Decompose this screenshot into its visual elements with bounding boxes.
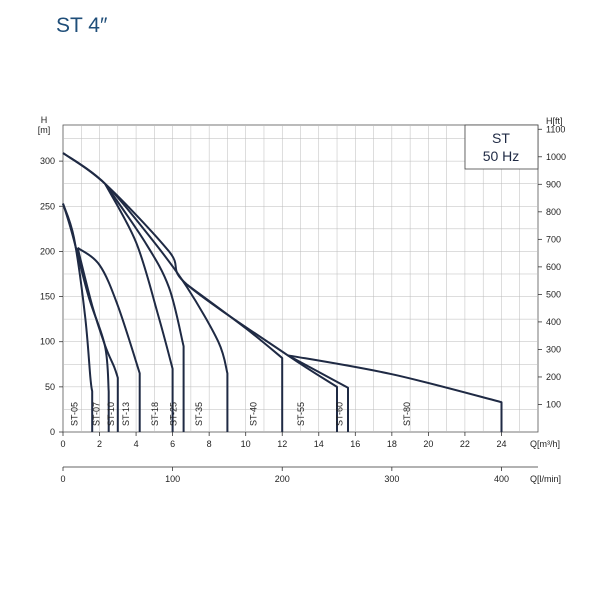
y2-tick-label: 500 — [546, 289, 561, 299]
x-tick-label: 6 — [170, 439, 175, 449]
x-tick-label: 0 — [60, 439, 65, 449]
y-tick-label: 300 — [40, 156, 55, 166]
curve-st-10 — [76, 247, 119, 432]
curve-label-st-10: ST-10 — [106, 402, 116, 426]
y2-tick-label: 200 — [546, 372, 561, 382]
page-title: ST 4″ — [56, 14, 108, 37]
y-tick-label: 150 — [40, 292, 55, 302]
y-tick-label: 50 — [45, 382, 55, 392]
y2-tick-label: 1100 — [546, 124, 565, 134]
x-tick-label: 14 — [314, 439, 324, 449]
curve-label-st-80: ST-80 — [402, 402, 412, 426]
y2-tick-label: 400 — [546, 317, 561, 327]
curve-label-st-55: ST-55 — [296, 402, 306, 426]
curve-st-18 — [104, 183, 174, 432]
legend: ST 50 Hz — [464, 124, 539, 170]
y-axis-label-symbol: H — [41, 115, 48, 125]
x-tick-label: 22 — [460, 439, 470, 449]
y2-axis-label: H[ft] — [546, 116, 563, 126]
curve-label-st-40: ST-40 — [249, 402, 259, 426]
curve-label-st-05: ST-05 — [70, 402, 80, 426]
y-axis-label-unit: [m] — [38, 125, 51, 135]
y-tick-label: 0 — [50, 427, 55, 437]
legend-box — [464, 124, 539, 170]
x-tick-label: 8 — [207, 439, 212, 449]
curve-label-st-35: ST-35 — [194, 402, 204, 426]
curve-label-st-18: ST-18 — [150, 402, 160, 426]
x2-tick-label: 100 — [165, 474, 180, 484]
x-tick-label: 18 — [387, 439, 397, 449]
curve-st-07 — [62, 203, 110, 432]
curve-st-60 — [287, 354, 349, 432]
x-tick-label: 12 — [277, 439, 287, 449]
legend-line-1: ST — [492, 130, 510, 146]
grid — [62, 124, 539, 433]
x2-tick-label: 0 — [60, 474, 65, 484]
curve-st-05 — [62, 203, 94, 432]
x2-tick-label: 400 — [494, 474, 509, 484]
y2-tick-label: 300 — [546, 344, 561, 354]
curve-label-st-13: ST-13 — [121, 402, 131, 426]
curve-label-st-60: ST-60 — [335, 402, 345, 426]
y2-tick-label: 600 — [546, 262, 561, 272]
x-tick-label: 4 — [134, 439, 139, 449]
x-axis-label: Q[m³/h] — [530, 439, 560, 449]
y2-tick-label: 700 — [546, 234, 561, 244]
y2-tick-label: 800 — [546, 207, 561, 217]
y-tick-label: 200 — [40, 246, 55, 256]
x-tick-label: 16 — [350, 439, 360, 449]
curve-st-80 — [287, 354, 503, 432]
curve-st-25 — [104, 183, 185, 432]
curve-st-13 — [76, 246, 141, 432]
x2-tick-label: 300 — [384, 474, 399, 484]
curve-label-st-25: ST-25 — [168, 402, 178, 426]
x-tick-label: 20 — [423, 439, 433, 449]
y2-tick-label: 1000 — [546, 152, 566, 162]
x-tick-label: 10 — [241, 439, 251, 449]
y-tick-label: 100 — [40, 337, 55, 347]
x2-axis-label: Q[l/min] — [530, 474, 561, 484]
curve-layer: ST-05 ST-07 ST-10 ST-13 ST-18 ST-25 ST-35 ST-40… — [62, 152, 503, 432]
x-tick-label: 2 — [97, 439, 102, 449]
x-tick-label: 24 — [496, 439, 506, 449]
legend-line-2: 50 Hz — [483, 148, 520, 164]
y2-tick-label: 900 — [546, 179, 561, 189]
x2-tick-label: 200 — [275, 474, 290, 484]
axes: 050100150200250300H[m]100200300400500600… — [38, 115, 566, 484]
y2-tick-label: 100 — [546, 399, 561, 409]
curve-label-st-07: ST-07 — [92, 402, 102, 426]
curve-st-55 — [62, 152, 338, 432]
y-tick-label: 250 — [40, 201, 55, 211]
